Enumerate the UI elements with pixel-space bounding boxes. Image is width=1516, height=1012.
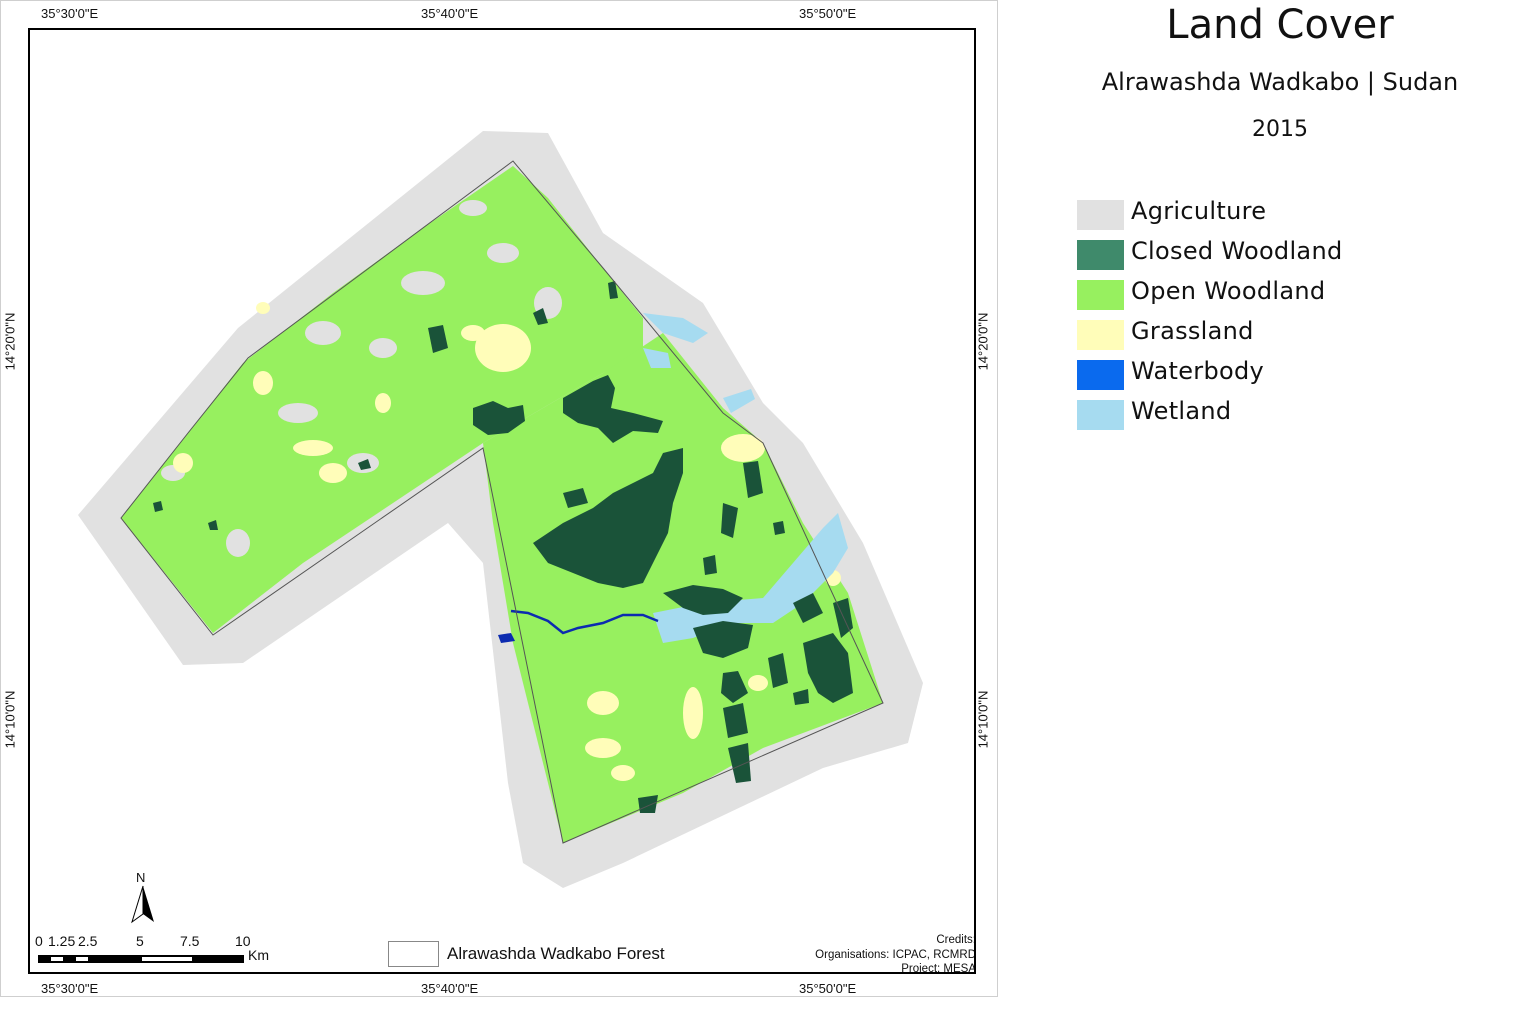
legend-label-wetland: Wetland — [1131, 397, 1232, 425]
north-arrow: N — [126, 870, 160, 926]
credits-project: Project: MESA — [901, 963, 976, 974]
wetland-north-2 — [643, 348, 671, 368]
legend-label-closed-woodland: Closed Woodland — [1131, 237, 1343, 265]
legend-swatch-grassland — [1077, 320, 1124, 350]
map-subtitle: Alrawashda Wadkabo | Sudan — [1101, 68, 1459, 96]
coord-top-3: 35°50'0"E — [799, 6, 857, 21]
coord-right-2: 14°10'0"N — [975, 690, 991, 749]
legend-swatch-open-woodland — [1077, 280, 1124, 310]
map-title: Land Cover — [1166, 2, 1394, 48]
credits-heading: Credits: — [936, 934, 976, 946]
wetland-east — [723, 389, 755, 413]
legend-swatch-wetland — [1077, 400, 1124, 430]
waterbody-river — [510, 609, 659, 635]
land-cover-map — [78, 131, 923, 888]
map-frame: N 0 1.25 2.5 5 7.5 10 Km — [28, 28, 976, 974]
scale-bar-graphic — [38, 955, 244, 963]
north-label: N — [136, 870, 146, 885]
legend-swatch-closed-woodland — [1077, 240, 1124, 270]
coord-top-2: 35°40'0"E — [421, 6, 479, 21]
coord-bottom-1: 35°30'0"E — [41, 981, 99, 996]
legend-label-open-woodland: Open Woodland — [1131, 277, 1326, 305]
coord-left-1: 14°20'0"N — [2, 312, 18, 371]
grassland-patches — [173, 302, 841, 781]
credits-organisations: Organisations: ICPAC, RCMRD — [815, 948, 976, 961]
legend-label-waterbody: Waterbody — [1131, 357, 1265, 385]
credits: Credits: Organisations: ICPAC, RCMRD Pro… — [790, 933, 976, 974]
scale-bar: 0 1.25 2.5 5 7.5 10 Km — [30, 930, 290, 970]
waterbody-pond — [498, 633, 515, 643]
wetland-north — [643, 313, 708, 343]
scale-tick-4: 7.5 — [180, 933, 200, 949]
forest-boundary-swatch — [388, 941, 439, 967]
scale-unit: Km — [248, 947, 269, 963]
scale-tick-0: 0 — [35, 933, 43, 949]
map-year: 2015 — [1252, 117, 1308, 142]
map-sheet: 35°30'0"E 35°40'0"E 35°50'0"E 35°30'0"E … — [0, 0, 998, 997]
agriculture-patches — [161, 200, 562, 557]
scale-tick-2: 2.5 — [78, 933, 98, 949]
legend-swatch-agriculture — [1077, 200, 1124, 230]
forest-boundary-label: Alrawashda Wadkabo Forest — [447, 944, 665, 963]
closed-woodland-patches — [153, 281, 853, 813]
scale-tick-3: 5 — [136, 933, 144, 949]
legend-swatch-waterbody — [1077, 360, 1124, 390]
scale-tick-5: 10 — [235, 933, 251, 949]
legend-label-agriculture: Agriculture — [1131, 197, 1267, 225]
legend-label-grassland: Grassland — [1131, 317, 1254, 345]
forest-boundary — [120, 160, 884, 844]
coord-right-1: 14°20'0"N — [975, 312, 991, 371]
coord-bottom-3: 35°50'0"E — [799, 981, 857, 996]
coord-top-1: 35°30'0"E — [41, 6, 99, 21]
north-arrow-icon — [131, 885, 154, 924]
coord-bottom-2: 35°40'0"E — [421, 981, 479, 996]
coord-left-2: 14°10'0"N — [2, 690, 18, 749]
scale-tick-1: 1.25 — [48, 933, 76, 949]
